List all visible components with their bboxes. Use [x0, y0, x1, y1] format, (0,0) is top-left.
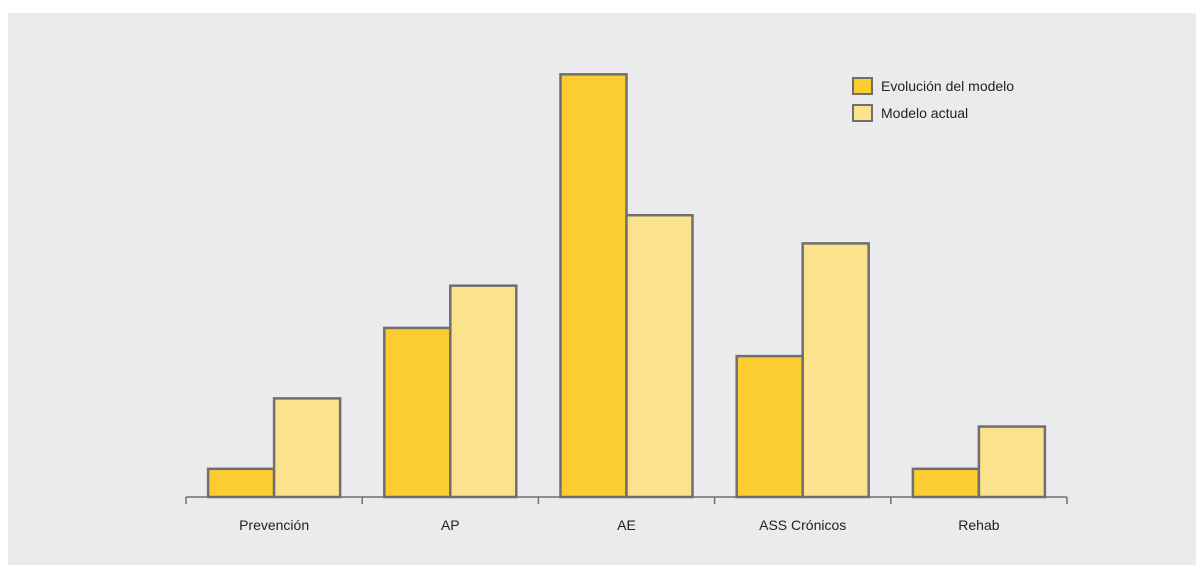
- bar-prevenci-n-series-2: [272, 397, 342, 499]
- legend-label-2: Modelo actual: [881, 105, 968, 121]
- bar-ap-series-2: [449, 284, 518, 499]
- x-tick-label: ASS Crónicos: [759, 517, 846, 533]
- bar-ass-cr-nicos-series-2: [801, 242, 870, 499]
- x-tick-label: AP: [441, 517, 460, 533]
- bar-ae-series-1: [559, 73, 628, 499]
- bar-rehab-series-1: [911, 467, 981, 499]
- bar-prevenci-n-series-1: [206, 467, 276, 499]
- bar-ap-series-1: [383, 326, 452, 499]
- bar-rehab-series-2: [977, 425, 1047, 499]
- x-tick-label: Rehab: [958, 517, 999, 533]
- x-tick-label: Prevención: [239, 517, 309, 533]
- x-tick-labels: Prevención AP AE ASS Crónicos Rehab: [239, 517, 1000, 533]
- chart-panel: Prevención AP AE ASS Crónicos Rehab Evolució…: [8, 13, 1196, 565]
- bar-ass-cr-nicos-series-1: [735, 354, 804, 499]
- x-axis: [185, 496, 1068, 504]
- bar-ae-series-2: [625, 213, 694, 499]
- legend-label-1: Evolución del modelo: [881, 78, 1014, 94]
- legend: Evolución del modelo Modelo actual: [852, 77, 1014, 122]
- x-tick-label: AE: [617, 517, 636, 533]
- bar-chart: Prevención AP AE ASS Crónicos Rehab Evolució…: [185, 73, 1068, 533]
- legend-swatch-1: [852, 77, 873, 95]
- bars-layer: [206, 73, 1047, 499]
- legend-swatch-2: [852, 104, 873, 122]
